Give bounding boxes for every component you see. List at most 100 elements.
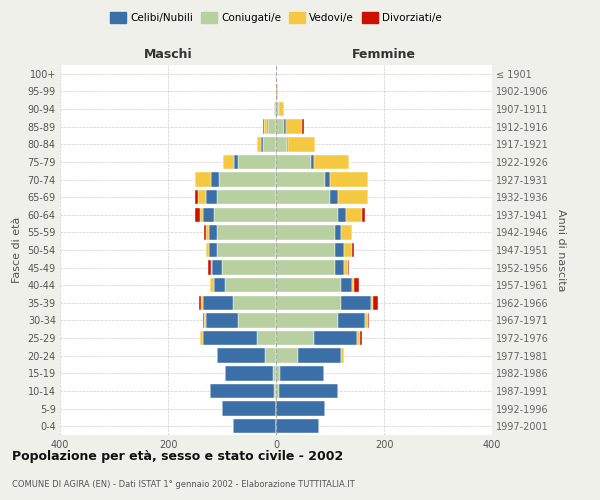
Bar — [199, 296, 202, 310]
Bar — [225, 278, 276, 292]
Bar — [276, 314, 338, 328]
Bar — [330, 172, 368, 186]
Bar — [195, 190, 198, 204]
Bar — [209, 225, 217, 240]
Bar — [287, 137, 289, 152]
Bar — [208, 260, 211, 275]
Bar — [338, 190, 368, 204]
Y-axis label: Anni di nascita: Anni di nascita — [556, 209, 566, 291]
Bar — [357, 331, 360, 345]
Bar — [202, 296, 203, 310]
Bar — [365, 314, 368, 328]
Bar — [335, 225, 341, 240]
Bar — [264, 120, 267, 134]
Bar — [274, 384, 276, 398]
Bar — [278, 102, 284, 117]
Bar — [278, 384, 338, 398]
Bar — [276, 331, 314, 345]
Bar — [267, 120, 268, 134]
Bar — [360, 331, 362, 345]
Bar — [276, 154, 311, 169]
Bar — [289, 137, 316, 152]
Bar — [203, 296, 233, 310]
Bar — [276, 278, 341, 292]
Bar — [209, 243, 217, 257]
Bar — [198, 190, 206, 204]
Bar — [373, 296, 377, 310]
Bar — [276, 296, 341, 310]
Bar — [220, 172, 276, 186]
Bar — [335, 243, 343, 257]
Bar — [217, 348, 265, 363]
Bar — [203, 208, 214, 222]
Bar — [338, 208, 346, 222]
Bar — [203, 314, 204, 328]
Bar — [276, 225, 335, 240]
Bar — [343, 243, 352, 257]
Bar — [257, 331, 276, 345]
Bar — [314, 154, 349, 169]
Bar — [352, 243, 354, 257]
Bar — [362, 208, 365, 222]
Text: COMUNE DI AGIRA (EN) - Dati ISTAT 1° gennaio 2002 - Elaborazione TUTTITALIA.IT: COMUNE DI AGIRA (EN) - Dati ISTAT 1° gen… — [12, 480, 355, 489]
Bar — [341, 225, 352, 240]
Bar — [341, 348, 343, 363]
Bar — [211, 172, 220, 186]
Bar — [276, 120, 284, 134]
Bar — [276, 208, 338, 222]
Bar — [204, 314, 206, 328]
Text: Femmine: Femmine — [352, 48, 416, 62]
Bar — [348, 260, 349, 275]
Bar — [276, 172, 325, 186]
Bar — [212, 260, 222, 275]
Bar — [214, 278, 225, 292]
Bar — [354, 278, 359, 292]
Bar — [206, 190, 217, 204]
Bar — [325, 172, 330, 186]
Bar — [206, 243, 209, 257]
Bar — [257, 137, 261, 152]
Bar — [195, 208, 200, 222]
Bar — [233, 296, 276, 310]
Bar — [234, 154, 238, 169]
Bar — [276, 190, 330, 204]
Bar — [209, 384, 274, 398]
Bar — [276, 102, 278, 117]
Bar — [284, 120, 286, 134]
Bar — [261, 137, 263, 152]
Text: Maschi: Maschi — [143, 48, 193, 62]
Bar — [352, 278, 354, 292]
Bar — [263, 120, 264, 134]
Bar — [217, 190, 276, 204]
Bar — [276, 84, 278, 98]
Y-axis label: Fasce di età: Fasce di età — [12, 217, 22, 283]
Bar — [209, 278, 214, 292]
Bar — [341, 296, 371, 310]
Bar — [276, 348, 298, 363]
Bar — [276, 402, 325, 416]
Bar — [338, 314, 365, 328]
Bar — [195, 172, 211, 186]
Bar — [274, 366, 276, 380]
Bar — [217, 243, 276, 257]
Bar — [286, 120, 302, 134]
Bar — [268, 120, 276, 134]
Bar — [276, 419, 319, 434]
Bar — [302, 120, 304, 134]
Bar — [343, 260, 348, 275]
Bar — [276, 137, 287, 152]
Bar — [265, 348, 276, 363]
Bar — [200, 331, 203, 345]
Legend: Celibi/Nubili, Coniugati/e, Vedovi/e, Divorziati/e: Celibi/Nubili, Coniugati/e, Vedovi/e, Di… — [106, 8, 446, 27]
Bar — [238, 154, 276, 169]
Bar — [341, 278, 352, 292]
Bar — [238, 314, 276, 328]
Bar — [225, 366, 274, 380]
Bar — [330, 190, 338, 204]
Bar — [204, 225, 206, 240]
Bar — [371, 296, 373, 310]
Bar — [211, 260, 212, 275]
Bar — [222, 402, 276, 416]
Bar — [280, 366, 323, 380]
Bar — [217, 225, 276, 240]
